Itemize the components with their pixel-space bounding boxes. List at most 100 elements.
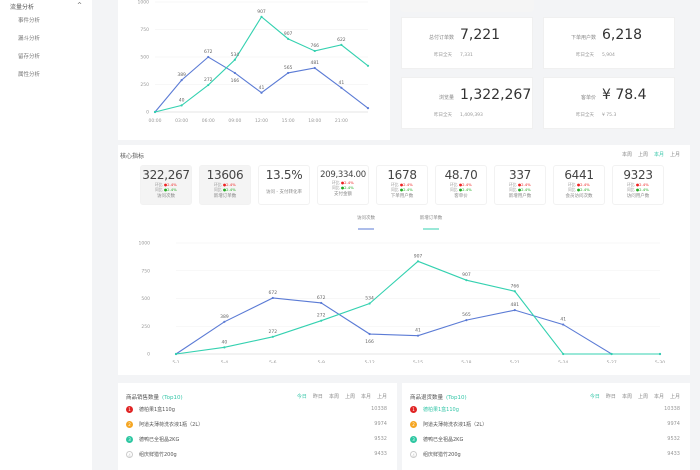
data-label: 41 <box>560 317 566 323</box>
x-tick-label: 5-6 <box>269 360 276 363</box>
tab-0[interactable]: 本周 <box>621 152 632 158</box>
metric-card[interactable]: 48.70 环比 ●2.4% 同比 ●2.4% 客单价 <box>435 165 487 205</box>
up-arrow-icon: ● <box>399 182 404 187</box>
tab-2[interactable]: 本周 <box>621 394 632 400</box>
tab-0[interactable]: 今日 <box>589 394 600 400</box>
data-point <box>513 290 516 293</box>
metric-card[interactable]: 209,334.00 环比 ●2.4% 同比 ●2.4% 支付金额 <box>317 165 369 205</box>
data-label: 41 <box>339 80 345 86</box>
sidebar-item-retention[interactable]: 留存分析 <box>18 54 41 60</box>
tab-1[interactable]: 昨日 <box>605 394 616 400</box>
x-tick-label: 5-30 <box>655 360 665 363</box>
data-label: 272 <box>269 329 278 335</box>
tab-4[interactable]: 本月 <box>360 394 371 400</box>
metric-card[interactable]: 1678 环比 ●2.4% 同比 ●2.4% 下单用户数 <box>376 165 428 205</box>
product-name: 组庆鲜猎竹200g <box>139 451 177 458</box>
down-arrow-icon: ● <box>576 187 581 192</box>
metric-card[interactable]: 337 环比 ●2.4% 同比 ●2.4% 新增用户数 <box>494 165 546 205</box>
tab-5[interactable]: 上月 <box>669 394 680 400</box>
data-label: 672 <box>204 49 213 55</box>
quantity: 9974 <box>667 421 680 427</box>
legend-label[interactable]: 访问次数 <box>357 214 375 221</box>
data-point <box>416 334 420 337</box>
data-point <box>465 319 468 322</box>
series-line <box>175 260 660 355</box>
sidebar-item-funnel[interactable]: 漏斗分析 <box>18 36 41 42</box>
data-label: 907 <box>257 9 266 15</box>
metric-value: 48.70 <box>444 168 478 182</box>
down-arrow-icon: ● <box>399 187 404 192</box>
data-point <box>562 352 565 356</box>
data-label: 907 <box>284 31 293 37</box>
metric-card[interactable]: 322,267 环比 ●2.4% 同比 ●2.4% 访问次数 <box>140 165 192 205</box>
rank-badge: 1 <box>126 405 133 413</box>
table-row[interactable]: 3 德鸭已全祖晶2KG 9532 <box>410 434 680 444</box>
tab-1[interactable]: 昨日 <box>312 394 323 400</box>
x-tick-label: 5-27 <box>606 360 616 363</box>
y-tick-label: 0 <box>147 352 150 358</box>
y-tick-label: 1000 <box>138 0 150 6</box>
data-label: 565 <box>284 65 293 71</box>
table-row[interactable]: 2 阿道夫薄荷洗衣液1瓶（2L） 9974 <box>126 419 387 429</box>
sidebar-group-traffic[interactable]: 流量分析 ^ <box>10 2 82 11</box>
table-row[interactable]: 4 组庆鲜猎竹200g 9433 <box>126 449 387 459</box>
rank-badge: 2 <box>410 420 417 428</box>
product-name: 德鸭已全祖晶2KG <box>423 436 464 443</box>
data-label: 907 <box>414 253 423 259</box>
table-row[interactable]: 4 组庆鲜猎竹200g 9433 <box>410 449 680 459</box>
metric-card[interactable]: 13.5% 访问 - 支付转化率 <box>258 165 310 205</box>
metric-card[interactable]: 13606 环比 ●2.4% 同比 ●2.4% 新增订单数 <box>199 165 251 205</box>
metric-card[interactable]: 6441 环比 ●2.4% 同比 ●2.4% 会员访问次数 <box>553 165 605 205</box>
metric-label: 访问次数 <box>157 194 175 199</box>
y-tick-label: 750 <box>140 27 149 33</box>
data-point <box>260 15 263 18</box>
x-tick-label: 5-4 <box>221 360 228 363</box>
data-label: 272 <box>204 77 213 83</box>
rank-badge: 4 <box>410 450 417 458</box>
tab-1[interactable]: 上周 <box>637 152 648 158</box>
data-label: 565 <box>462 312 471 318</box>
x-tick-label: 09:00 <box>228 118 241 124</box>
tab-2[interactable]: 本月 <box>653 152 664 158</box>
product-name: 德柏果1盒110g <box>139 406 175 413</box>
metric-card[interactable]: 9323 环比 ●2.4% 同比 ●2.4% 访问用户数 <box>612 165 664 205</box>
tab-3[interactable]: 上周 <box>637 394 648 400</box>
data-point <box>223 320 226 323</box>
up-arrow-icon: ● <box>458 182 463 187</box>
x-tick-label: 5-18 <box>461 360 471 363</box>
x-tick-label: 12:00 <box>255 118 268 124</box>
data-point <box>340 43 343 47</box>
data-label: 672 <box>269 290 278 296</box>
tab-3[interactable]: 上周 <box>344 394 355 400</box>
data-point <box>180 79 183 82</box>
down-arrow-icon: ● <box>222 187 227 192</box>
stat-card-order-users: 下单用户数 6,218 昨日全天 5,904 <box>543 17 675 69</box>
tab-3[interactable]: 上月 <box>669 152 680 158</box>
x-tick-label: 21:00 <box>335 118 348 124</box>
y-tick-label: 750 <box>141 268 150 274</box>
tab-2[interactable]: 本周 <box>328 394 339 400</box>
data-label: 166 <box>365 339 374 345</box>
rank-badge: 1 <box>410 405 417 413</box>
table-row[interactable]: 2 阿道夫薄荷洗衣液1瓶（2L） 9974 <box>410 419 680 429</box>
tab-5[interactable]: 上月 <box>376 394 387 400</box>
product-name: 阿道夫薄荷洗衣液1瓶（2L） <box>139 421 204 428</box>
product-name: 德柏果1盒110g <box>423 406 459 413</box>
sidebar-item-event[interactable]: 事件分析 <box>18 18 41 24</box>
x-tick-label: 5-21 <box>510 360 520 363</box>
metric-value: 209,334.00 <box>320 170 366 180</box>
quantity: 9974 <box>374 421 387 427</box>
table-row[interactable]: 1 德柏果1盒110g 10338 <box>410 404 680 414</box>
top10-badge: (Top10) <box>162 395 183 401</box>
data-label: 389 <box>177 72 186 78</box>
data-label: 166 <box>231 78 240 84</box>
tab-4[interactable]: 本月 <box>653 394 664 400</box>
metric-label: 会员访问次数 <box>565 194 593 199</box>
legend-label[interactable]: 新增订单数 <box>420 214 443 221</box>
table-row[interactable]: 1 德柏果1盒110g 10338 <box>126 404 387 414</box>
tab-0[interactable]: 今日 <box>296 394 307 400</box>
sales-top10-table: 商品销售数量 (Top10) 今日 昨日 本周 上周 本月 上月 1 德柏果1盒110g 10338… <box>118 383 397 470</box>
table-row[interactable]: 3 德鸭已全祖晶2KG 9532 <box>126 434 387 444</box>
x-tick-label: 06:00 <box>202 118 215 124</box>
sidebar-item-attribute[interactable]: 属性分析 <box>18 72 41 78</box>
